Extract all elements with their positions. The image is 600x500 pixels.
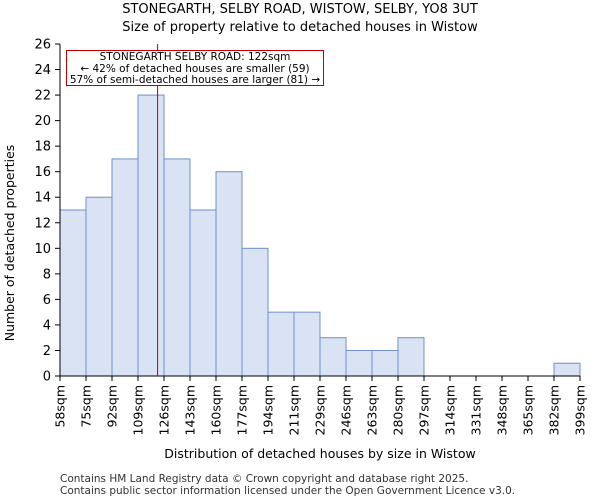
bar-126sqm bbox=[164, 159, 190, 376]
bar-194sqm bbox=[268, 312, 294, 376]
bar-109sqm bbox=[138, 95, 164, 376]
x-tick-label: 211sqm bbox=[287, 385, 302, 435]
bar-143sqm bbox=[190, 210, 216, 376]
x-tick-label: 297sqm bbox=[417, 385, 432, 435]
y-tick-label: 14 bbox=[34, 191, 51, 206]
y-tick-label: 18 bbox=[34, 140, 51, 155]
x-axis: 58sqm 75sqm 92sqm 109sqm 126sqm 143sqm 160sqm 1… bbox=[53, 376, 588, 435]
y-tick-label: 26 bbox=[34, 38, 51, 53]
x-tick-label: 314sqm bbox=[443, 385, 458, 435]
bar-246sqm bbox=[346, 350, 372, 376]
x-tick-label: 229sqm bbox=[313, 385, 328, 435]
x-tick-label: 177sqm bbox=[235, 385, 250, 435]
bars-group bbox=[60, 95, 580, 376]
y-tick-label: 2 bbox=[43, 344, 51, 359]
x-tick-label: 58sqm bbox=[53, 385, 68, 428]
bar-75sqm bbox=[86, 197, 112, 376]
footer-licence: Contains public sector information licen… bbox=[60, 485, 515, 497]
bar-263sqm bbox=[372, 350, 398, 376]
x-tick-label: 280sqm bbox=[391, 385, 406, 435]
x-tick-label: 246sqm bbox=[339, 385, 354, 435]
x-tick-label: 263sqm bbox=[365, 385, 380, 435]
x-tick-label: 143sqm bbox=[183, 385, 198, 435]
x-tick-label: 109sqm bbox=[131, 385, 146, 435]
y-tick-label: 12 bbox=[34, 216, 51, 231]
footer-copyright: Contains HM Land Registry data © Crown c… bbox=[60, 473, 468, 485]
y-tick-label: 6 bbox=[43, 293, 51, 308]
annotation-line-1: STONEGARTH SELBY ROAD: 122sqm bbox=[67, 52, 323, 64]
bar-58sqm bbox=[60, 210, 86, 376]
x-tick-label: 399sqm bbox=[573, 385, 588, 435]
annotation-line-3: 57% of semi-detached houses are larger (… bbox=[67, 75, 323, 87]
y-tick-label: 16 bbox=[34, 165, 51, 180]
x-tick-label: 75sqm bbox=[79, 385, 94, 428]
x-tick-label: 194sqm bbox=[261, 385, 276, 435]
x-tick-label: 348sqm bbox=[495, 385, 510, 435]
property-annotation-box: STONEGARTH SELBY ROAD: 122sqm ← 42% of d… bbox=[66, 50, 324, 86]
y-tick-label: 20 bbox=[34, 114, 51, 129]
x-tick-label: 365sqm bbox=[521, 385, 536, 435]
y-tick-label: 8 bbox=[43, 267, 51, 282]
bar-211sqm bbox=[294, 312, 320, 376]
x-tick-label: 382sqm bbox=[547, 385, 562, 435]
bar-177sqm bbox=[242, 248, 268, 376]
bar-160sqm bbox=[216, 172, 242, 376]
bar-280sqm bbox=[398, 338, 424, 376]
y-tick-label: 10 bbox=[34, 242, 51, 257]
x-tick-label: 92sqm bbox=[105, 385, 120, 428]
bar-382sqm bbox=[554, 363, 580, 376]
x-tick-label: 126sqm bbox=[157, 385, 172, 435]
x-tick-label: 331sqm bbox=[469, 385, 484, 435]
bar-229sqm bbox=[320, 338, 346, 376]
y-tick-label: 24 bbox=[34, 63, 51, 78]
y-tick-label: 0 bbox=[43, 370, 51, 385]
bar-92sqm bbox=[112, 159, 138, 376]
x-tick-label: 160sqm bbox=[209, 385, 224, 435]
x-axis-label: Distribution of detached houses by size … bbox=[164, 446, 475, 461]
y-tick-label: 22 bbox=[34, 89, 51, 104]
y-tick-label: 4 bbox=[43, 318, 51, 333]
y-axis-label: Number of detached properties bbox=[2, 145, 17, 342]
